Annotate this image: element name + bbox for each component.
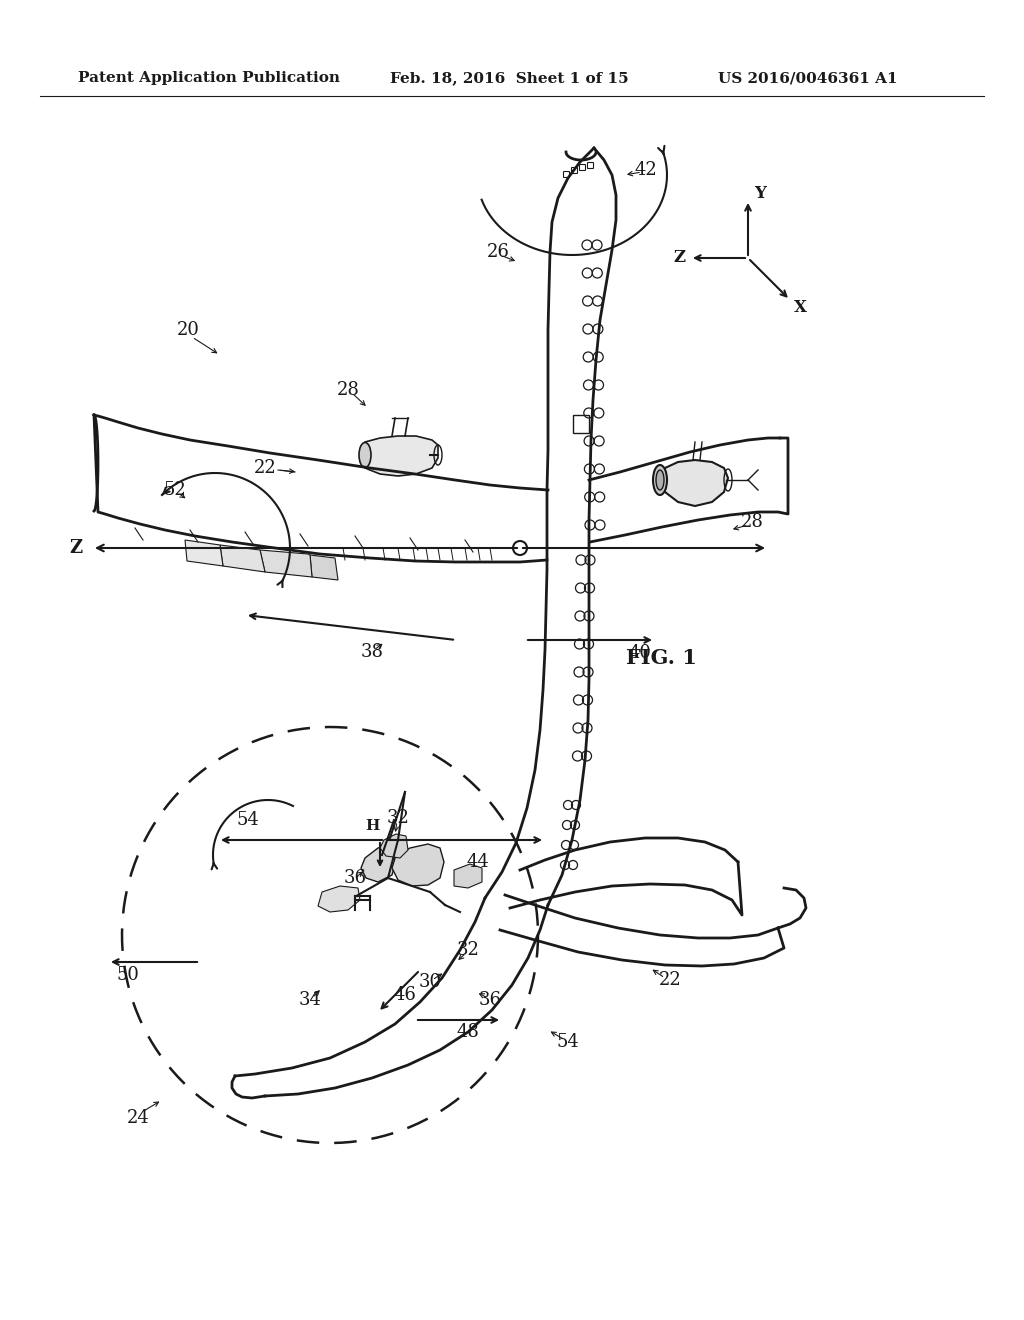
Text: 46: 46 xyxy=(393,986,417,1005)
Text: 28: 28 xyxy=(740,513,764,531)
Text: H: H xyxy=(365,818,379,833)
Text: 22: 22 xyxy=(254,459,276,477)
Text: Z: Z xyxy=(673,249,685,267)
Text: 30: 30 xyxy=(419,973,441,991)
Text: 52: 52 xyxy=(164,480,186,499)
Polygon shape xyxy=(220,545,265,572)
Text: 32: 32 xyxy=(387,809,410,828)
Text: 26: 26 xyxy=(486,243,509,261)
Ellipse shape xyxy=(653,465,667,495)
Text: 54: 54 xyxy=(237,810,259,829)
Polygon shape xyxy=(260,550,312,577)
Bar xyxy=(573,414,589,433)
Text: 22: 22 xyxy=(658,972,681,989)
Polygon shape xyxy=(392,843,444,886)
Text: 40: 40 xyxy=(629,644,651,663)
Text: 20: 20 xyxy=(176,321,200,339)
Text: 44: 44 xyxy=(467,853,489,871)
Ellipse shape xyxy=(359,442,371,467)
Circle shape xyxy=(513,541,527,554)
Text: Feb. 18, 2016  Sheet 1 of 15: Feb. 18, 2016 Sheet 1 of 15 xyxy=(390,71,629,84)
Polygon shape xyxy=(318,886,360,912)
Text: 54: 54 xyxy=(557,1034,580,1051)
Text: 36: 36 xyxy=(478,991,502,1008)
Polygon shape xyxy=(660,459,728,506)
Text: 50: 50 xyxy=(117,966,139,983)
Polygon shape xyxy=(185,540,223,566)
Text: 36: 36 xyxy=(343,869,367,887)
Text: 38: 38 xyxy=(360,643,384,661)
Text: Y: Y xyxy=(754,185,766,202)
Text: FIG. 1: FIG. 1 xyxy=(626,648,697,668)
Polygon shape xyxy=(310,554,338,579)
Text: 42: 42 xyxy=(635,161,657,180)
Polygon shape xyxy=(380,834,408,858)
Polygon shape xyxy=(360,436,438,477)
Text: US 2016/0046361 A1: US 2016/0046361 A1 xyxy=(718,71,898,84)
Text: 28: 28 xyxy=(337,381,359,399)
Text: Patent Application Publication: Patent Application Publication xyxy=(78,71,340,84)
Ellipse shape xyxy=(656,470,664,490)
Text: 32: 32 xyxy=(457,941,479,960)
Text: X: X xyxy=(794,300,807,317)
Text: 48: 48 xyxy=(457,1023,479,1041)
Text: Z: Z xyxy=(70,539,83,557)
Text: 34: 34 xyxy=(299,991,322,1008)
Polygon shape xyxy=(454,865,482,888)
Polygon shape xyxy=(361,845,396,882)
Text: 24: 24 xyxy=(127,1109,150,1127)
